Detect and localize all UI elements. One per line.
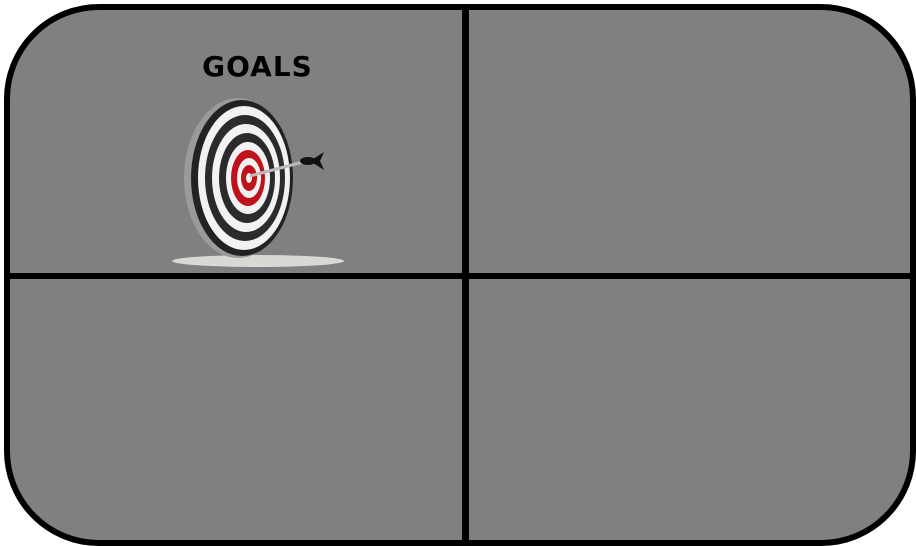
quadrant-frame: GOALS [4,4,916,546]
quadrant-bottom-right [469,279,910,540]
dartboard-target-icon [172,98,344,267]
quadrant-title: GOALS [202,50,313,83]
quadrant-top-left: GOALS [10,10,462,273]
quadrant-top-right [469,10,910,273]
horizontal-divider [10,273,910,279]
quadrant-bottom-left [10,279,462,540]
